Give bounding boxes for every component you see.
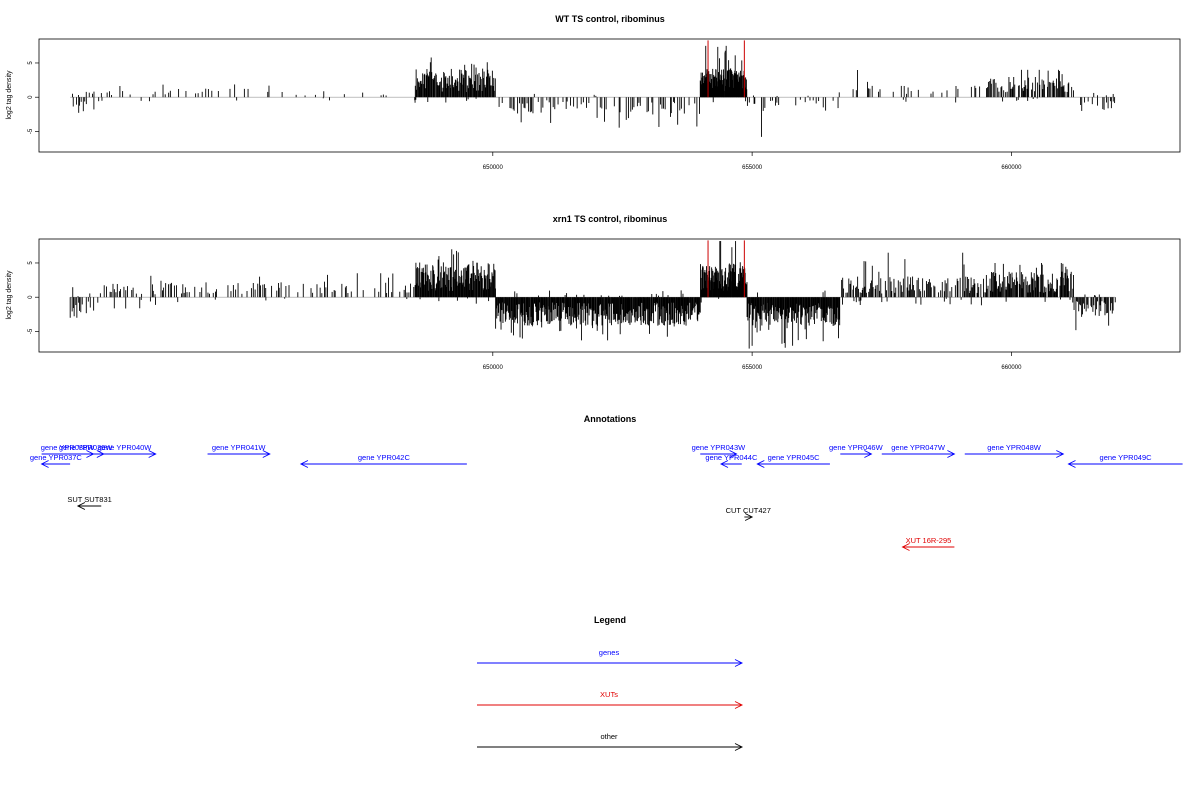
legend-label-genes: genes bbox=[599, 648, 620, 657]
feature-label-xut-16r-295: XUT 16R-295 bbox=[906, 536, 952, 545]
feature-gene-ypr041w: gene YPR041W bbox=[207, 443, 271, 458]
wt-x-tick-label-0: 650000 bbox=[483, 165, 504, 171]
wt-y-tick-label-0: -5 bbox=[28, 128, 34, 134]
wt-panel-title: WT TS control, ribominus bbox=[555, 14, 665, 24]
xrn1-y-tick-label-2: 5 bbox=[28, 261, 34, 265]
feature-label-gene-ypr045c: gene YPR045C bbox=[768, 453, 821, 462]
feature-arrowhead-sut-sut831 bbox=[76, 502, 86, 510]
feature-gene-ypr048w: gene YPR048W bbox=[964, 443, 1065, 458]
xrn1-panel-title: xrn1 TS control, ribominus bbox=[553, 214, 668, 224]
xrn1-x-tick-label-0: 650000 bbox=[483, 365, 504, 371]
feature-gene-ypr042c: gene YPR042C bbox=[299, 453, 467, 468]
wt-highlight-markers bbox=[707, 40, 745, 98]
feature-arrowhead-gene-ypr045c bbox=[756, 460, 765, 468]
feature-gene-ypr037c: gene YPR037C bbox=[30, 453, 83, 468]
feature-sut-sut831: SUT SUT831 bbox=[67, 495, 112, 510]
legend-item-xuts: XUTs bbox=[477, 690, 744, 709]
feature-label-gene-ypr049c: gene YPR049C bbox=[1100, 453, 1153, 462]
legend-item-genes: genes bbox=[477, 648, 744, 667]
feature-label-gene-ypr043w: gene YPR043W bbox=[692, 443, 747, 452]
legend-arrowhead-genes bbox=[734, 659, 744, 667]
wt-y-tick-label-1: 0 bbox=[28, 95, 34, 99]
wt-density-panel: WT TS control, ribominus log2 tag densit… bbox=[6, 14, 1181, 171]
legend-label-xuts: XUTs bbox=[600, 690, 618, 699]
feature-arrowhead-gene-ypr046w bbox=[864, 450, 873, 458]
feature-label-gene-ypr039w: gene YPR039W bbox=[59, 443, 114, 452]
xrn1-highlight-markers bbox=[707, 240, 745, 298]
wt-plot-frame bbox=[38, 38, 1181, 153]
feature-gene-ypr047w: gene YPR047W bbox=[881, 443, 956, 458]
wt-bars bbox=[70, 45, 1116, 137]
feature-label-gene-ypr041w: gene YPR041W bbox=[212, 443, 267, 452]
feature-arrowhead-gene-ypr040w bbox=[148, 450, 157, 458]
feature-arrowhead-gene-ypr042c bbox=[299, 460, 309, 468]
legend-item-other: other bbox=[477, 732, 744, 751]
feature-label-gene-ypr046w: gene YPR046W bbox=[829, 443, 884, 452]
wt-y-tick-label-2: 5 bbox=[28, 61, 34, 65]
feature-label-gene-ypr040w: gene YPR040W bbox=[98, 443, 153, 452]
legend-label-other: other bbox=[600, 732, 618, 741]
feature-label-gene-ypr048w: gene YPR048W bbox=[987, 443, 1042, 452]
feature-arrowhead-gene-ypr041w bbox=[262, 450, 271, 458]
feature-label-gene-ypr047w: gene YPR047W bbox=[891, 443, 946, 452]
feature-arrowhead-gene-ypr037c bbox=[40, 460, 49, 468]
wt-axes: -5 0 5 650000 655000 660000 bbox=[28, 61, 1022, 171]
feature-gene-ypr044c: gene YPR044C bbox=[705, 453, 758, 468]
feature-label-gene-ypr038w: gene YPR038W bbox=[41, 443, 96, 452]
xrn1-bars bbox=[69, 241, 1116, 349]
legend-arrowhead-other bbox=[734, 743, 744, 751]
feature-arrowhead-gene-ypr049c bbox=[1067, 460, 1076, 468]
feature-arrowhead-cut-cut427 bbox=[744, 513, 754, 521]
legend-arrowhead-xuts bbox=[734, 701, 744, 709]
feature-xut-16r-295: XUT 16R-295 bbox=[901, 536, 955, 551]
xrn1-y-tick-label-1: 0 bbox=[28, 295, 34, 299]
feature-arrowhead-gene-ypr043w bbox=[729, 450, 738, 458]
feature-cut-cut427: CUT CUT427 bbox=[726, 506, 771, 521]
feature-label-cut-cut427: CUT CUT427 bbox=[726, 506, 771, 515]
feature-arrowhead-xut-16r-295 bbox=[901, 543, 910, 551]
annotations-title: Annotations bbox=[584, 414, 637, 424]
feature-gene-ypr043w: gene YPR043W bbox=[692, 443, 747, 458]
xrn1-y-axis-label: log2 tag density bbox=[6, 270, 13, 320]
feature-label-gene-ypr042c: gene YPR042C bbox=[358, 453, 411, 462]
wt-x-tick-label-2: 660000 bbox=[1001, 165, 1022, 171]
feature-gene-ypr046w: gene YPR046W bbox=[829, 443, 884, 458]
feature-gene-ypr049c: gene YPR049C bbox=[1067, 453, 1183, 468]
wt-x-tick-label-1: 655000 bbox=[742, 165, 763, 171]
feature-label-gene-ypr044c: gene YPR044C bbox=[705, 453, 758, 462]
legend: Legend genes XUTs other bbox=[477, 615, 744, 751]
wt-y-axis-label: log2 tag density bbox=[6, 70, 13, 120]
feature-arrowhead-gene-ypr048w bbox=[1056, 450, 1065, 458]
xrn1-y-tick-label-0: -5 bbox=[28, 328, 34, 334]
legend-items: genes XUTs other bbox=[477, 648, 744, 751]
feature-gene-ypr040w: gene YPR040W bbox=[93, 443, 157, 458]
legend-title: Legend bbox=[594, 615, 626, 625]
feature-arrowhead-gene-ypr044c bbox=[720, 460, 729, 468]
feature-label-sut-sut831: SUT SUT831 bbox=[67, 495, 111, 504]
xrn1-x-tick-label-2: 660000 bbox=[1001, 365, 1022, 371]
feature-gene-ypr045c: gene YPR045C bbox=[756, 453, 830, 468]
xrn1-density-panel: xrn1 TS control, ribominus log2 tag dens… bbox=[6, 214, 1181, 371]
xrn1-x-tick-label-1: 655000 bbox=[742, 365, 763, 371]
xrn1-plot-frame bbox=[38, 238, 1181, 353]
feature-label-gene-ypr037c: gene YPR037C bbox=[30, 453, 83, 462]
xrn1-axes: -5 0 5 650000 655000 660000 bbox=[28, 261, 1022, 371]
feature-arrowhead-gene-ypr047w bbox=[947, 450, 956, 458]
